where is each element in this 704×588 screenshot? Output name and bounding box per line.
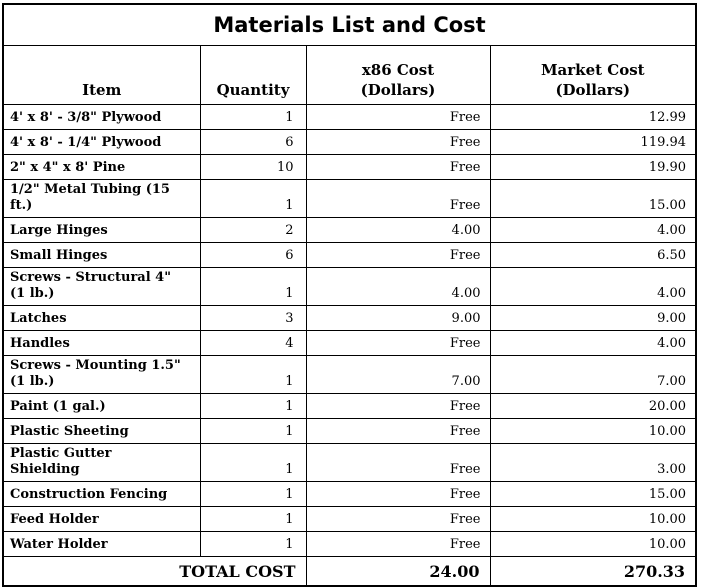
x86-cost-cell: Free <box>305 242 491 268</box>
total-label: TOTAL COST <box>2 556 307 586</box>
item-cell: Latches <box>2 305 201 331</box>
x86-cost-cell: Free <box>305 129 491 155</box>
market-cost-cell: 19.90 <box>489 154 697 180</box>
quantity-cell: 4 <box>199 330 307 356</box>
market-cost-cell: 4.00 <box>489 267 697 306</box>
column-header-x86-cost: x86 Cost (Dollars) <box>305 45 491 105</box>
header-row: Item Quantity x86 Cost (Dollars) Market … <box>2 45 697 105</box>
item-cell: Handles <box>2 330 201 356</box>
quantity-cell: 1 <box>199 104 307 130</box>
market-cost-cell: 119.94 <box>489 129 697 155</box>
item-cell: Feed Holder <box>2 506 201 532</box>
quantity-cell: 1 <box>199 393 307 419</box>
quantity-cell: 1 <box>199 355 307 394</box>
table-row: Construction Fencing 1 Free 15.00 <box>2 481 697 507</box>
x86-cost-cell: Free <box>305 154 491 180</box>
quantity-cell: 6 <box>199 242 307 268</box>
x86-cost-cell: Free <box>305 418 491 444</box>
item-cell: Plastic Sheeting <box>2 418 201 444</box>
table-row: Screws - Structural 4" (1 lb.) 1 4.00 4.… <box>2 267 697 306</box>
total-row: TOTAL COST 24.00 270.33 <box>2 556 697 586</box>
market-cost-cell: 3.00 <box>489 443 697 482</box>
quantity-cell: 10 <box>199 154 307 180</box>
x86-cost-cell: Free <box>305 506 491 532</box>
market-cost-cell: 4.00 <box>489 330 697 356</box>
market-cost-cell: 20.00 <box>489 393 697 419</box>
table-row: Plastic Sheeting 1 Free 10.00 <box>2 418 697 444</box>
table-row: Handles 4 Free 4.00 <box>2 330 697 356</box>
item-cell: Small Hinges <box>2 242 201 268</box>
quantity-cell: 1 <box>199 506 307 532</box>
materials-cost-table: Materials List and Cost Item Quantity x8… <box>2 3 698 587</box>
x86-cost-cell: Free <box>305 393 491 419</box>
quantity-cell: 2 <box>199 217 307 243</box>
quantity-cell: 1 <box>199 179 307 218</box>
market-cost-cell: 15.00 <box>489 179 697 218</box>
quantity-cell: 1 <box>199 267 307 306</box>
column-header-quantity: Quantity <box>199 45 307 105</box>
item-cell: Plastic Gutter Shielding <box>2 443 201 482</box>
quantity-cell: 1 <box>199 531 307 557</box>
table-row: 4' x 8' - 1/4" Plywood 6 Free 119.94 <box>2 129 697 155</box>
table-row: Small Hinges 6 Free 6.50 <box>2 242 697 268</box>
market-cost-cell: 10.00 <box>489 531 697 557</box>
market-cost-cell: 9.00 <box>489 305 697 331</box>
item-cell: Large Hinges <box>2 217 201 243</box>
quantity-cell: 1 <box>199 443 307 482</box>
table-row: 4' x 8' - 3/8" Plywood 1 Free 12.99 <box>2 104 697 130</box>
market-cost-cell: 6.50 <box>489 242 697 268</box>
market-cost-cell: 10.00 <box>489 418 697 444</box>
market-cost-cell: 10.00 <box>489 506 697 532</box>
table-row: Plastic Gutter Shielding 1 Free 3.00 <box>2 443 697 482</box>
item-cell: Construction Fencing <box>2 481 201 507</box>
quantity-cell: 6 <box>199 129 307 155</box>
table-row: 2" x 4" x 8' Pine 10 Free 19.90 <box>2 154 697 180</box>
market-cost-cell: 12.99 <box>489 104 697 130</box>
title-row: Materials List and Cost <box>2 3 697 46</box>
x86-cost-cell: 9.00 <box>305 305 491 331</box>
market-cost-cell: 15.00 <box>489 481 697 507</box>
quantity-cell: 1 <box>199 418 307 444</box>
x86-cost-cell: 4.00 <box>305 217 491 243</box>
table-row: Paint (1 gal.) 1 Free 20.00 <box>2 393 697 419</box>
column-header-item: Item <box>2 45 201 105</box>
market-cost-cell: 4.00 <box>489 217 697 243</box>
table-row: Large Hinges 2 4.00 4.00 <box>2 217 697 243</box>
market-cost-cell: 7.00 <box>489 355 697 394</box>
item-cell: 2" x 4" x 8' Pine <box>2 154 201 180</box>
item-cell: Screws - Mounting 1.5" (1 lb.) <box>2 355 201 394</box>
page-title: Materials List and Cost <box>2 3 697 46</box>
item-cell: Paint (1 gal.) <box>2 393 201 419</box>
table-row: 1/2" Metal Tubing (15 ft.) 1 Free 15.00 <box>2 179 697 218</box>
table-row: Water Holder 1 Free 10.00 <box>2 531 697 557</box>
x86-cost-cell: 4.00 <box>305 267 491 306</box>
x86-cost-cell: 7.00 <box>305 355 491 394</box>
table-row: Feed Holder 1 Free 10.00 <box>2 506 697 532</box>
item-cell: Water Holder <box>2 531 201 557</box>
x86-cost-cell: Free <box>305 179 491 218</box>
item-cell: 1/2" Metal Tubing (15 ft.) <box>2 179 201 218</box>
quantity-cell: 3 <box>199 305 307 331</box>
column-header-market-cost: Market Cost (Dollars) <box>489 45 697 105</box>
total-market-cost: 270.33 <box>489 556 697 586</box>
table-row: Latches 3 9.00 9.00 <box>2 305 697 331</box>
table-body: 4' x 8' - 3/8" Plywood 1 Free 12.99 4' x… <box>2 104 697 557</box>
item-cell: Screws - Structural 4" (1 lb.) <box>2 267 201 306</box>
quantity-cell: 1 <box>199 481 307 507</box>
x86-cost-cell: Free <box>305 481 491 507</box>
x86-cost-cell: Free <box>305 330 491 356</box>
x86-cost-cell: Free <box>305 531 491 557</box>
table-row: Screws - Mounting 1.5" (1 lb.) 1 7.00 7.… <box>2 355 697 394</box>
total-x86-cost: 24.00 <box>305 556 491 586</box>
item-cell: 4' x 8' - 1/4" Plywood <box>2 129 201 155</box>
item-cell: 4' x 8' - 3/8" Plywood <box>2 104 201 130</box>
x86-cost-cell: Free <box>305 443 491 482</box>
x86-cost-cell: Free <box>305 104 491 130</box>
